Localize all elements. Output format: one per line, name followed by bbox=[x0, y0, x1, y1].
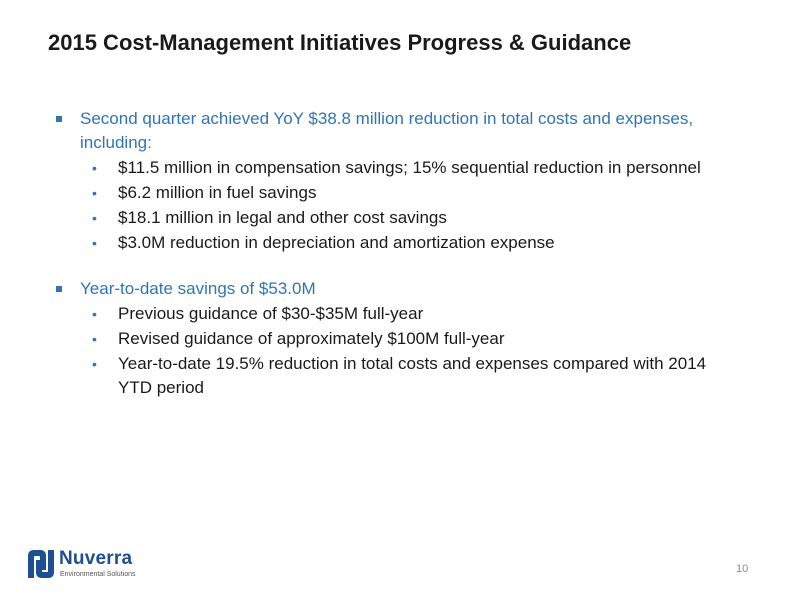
sub-bullet: • $6.2 million in fuel savings bbox=[56, 181, 736, 205]
round-bullet-icon: • bbox=[92, 210, 97, 226]
bullet-section-ytd: Year-to-date savings of $53.0M • Previou… bbox=[56, 277, 736, 400]
logo-wordmark: Nuverra bbox=[59, 548, 133, 569]
sub-bullet-text: $18.1 million in legal and other cost sa… bbox=[118, 208, 447, 227]
main-bullet: Second quarter achieved YoY $38.8 millio… bbox=[56, 107, 736, 155]
round-bullet-icon: • bbox=[92, 235, 97, 251]
round-bullet-icon: • bbox=[92, 306, 97, 322]
main-bullet-text: Year-to-date savings of $53.0M bbox=[80, 279, 316, 298]
square-bullet-icon bbox=[56, 286, 62, 292]
page-number: 10 bbox=[736, 563, 749, 575]
sub-bullet-text: $6.2 million in fuel savings bbox=[118, 183, 317, 202]
main-bullet: Year-to-date savings of $53.0M bbox=[56, 277, 736, 301]
sub-bullet: • Year-to-date 19.5% reduction in total … bbox=[56, 352, 736, 400]
logo-tagline: Environmental Solutions bbox=[60, 571, 136, 578]
slide-title: 2015 Cost-Management Initiatives Progres… bbox=[48, 30, 632, 55]
round-bullet-icon: • bbox=[92, 331, 97, 347]
company-logo: Nuverra Environmental Solutions bbox=[26, 548, 156, 584]
sub-bullet: • $11.5 million in compensation savings;… bbox=[56, 156, 736, 180]
round-bullet-icon: • bbox=[92, 185, 97, 201]
sub-bullet-text: Previous guidance of $30-$35M full-year bbox=[118, 304, 424, 323]
sub-bullet-list: • Previous guidance of $30-$35M full-yea… bbox=[56, 302, 736, 400]
bullet-section-q2: Second quarter achieved YoY $38.8 millio… bbox=[56, 107, 736, 255]
sub-bullet: • $3.0M reduction in depreciation and am… bbox=[56, 231, 736, 255]
sub-bullet-text: Year-to-date 19.5% reduction in total co… bbox=[118, 354, 707, 397]
round-bullet-icon: • bbox=[92, 356, 97, 372]
round-bullet-icon: • bbox=[92, 160, 97, 176]
square-bullet-icon bbox=[56, 116, 62, 122]
sub-bullet: • Revised guidance of approximately $100… bbox=[56, 327, 736, 351]
bullet-content: Second quarter achieved YoY $38.8 millio… bbox=[56, 107, 736, 422]
nuverra-logo-icon bbox=[28, 550, 54, 578]
sub-bullet-text: $3.0M reduction in depreciation and amor… bbox=[118, 233, 555, 252]
sub-bullet: • Previous guidance of $30-$35M full-yea… bbox=[56, 302, 736, 326]
sub-bullet: • $18.1 million in legal and other cost … bbox=[56, 206, 736, 230]
sub-bullet-text: $11.5 million in compensation savings; 1… bbox=[118, 158, 701, 177]
sub-bullet-text: Revised guidance of approximately $100M … bbox=[118, 329, 505, 348]
sub-bullet-list: • $11.5 million in compensation savings;… bbox=[56, 156, 736, 255]
main-bullet-text: Second quarter achieved YoY $38.8 millio… bbox=[80, 109, 694, 152]
